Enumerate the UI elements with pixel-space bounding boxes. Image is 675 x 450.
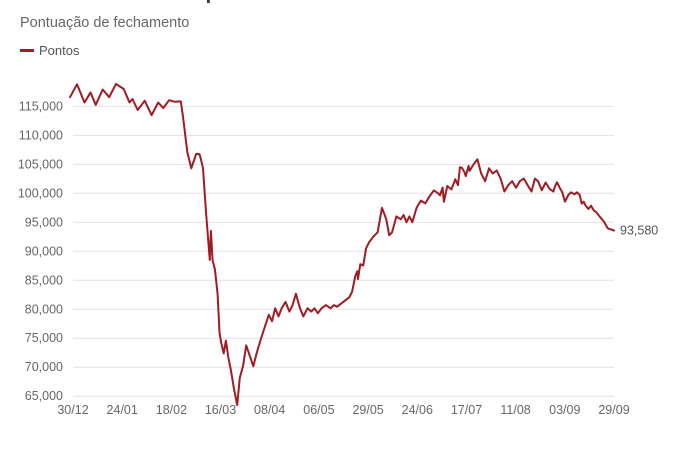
svg-text:90,000: 90,000 xyxy=(25,244,63,258)
svg-text:93,580: 93,580 xyxy=(620,224,658,238)
svg-text:105,000: 105,000 xyxy=(18,157,63,171)
svg-text:24/01: 24/01 xyxy=(107,403,138,417)
svg-text:24/06: 24/06 xyxy=(402,403,433,417)
svg-text:70,000: 70,000 xyxy=(25,360,63,374)
svg-text:100,000: 100,000 xyxy=(18,186,63,200)
svg-text:115,000: 115,000 xyxy=(19,99,63,113)
svg-text:11/08: 11/08 xyxy=(500,403,530,417)
svg-text:03/09: 03/09 xyxy=(549,403,580,417)
svg-text:30/12: 30/12 xyxy=(57,403,88,417)
svg-text:06/05: 06/05 xyxy=(303,403,334,417)
svg-text:08/04: 08/04 xyxy=(254,403,285,417)
svg-text:110,000: 110,000 xyxy=(19,128,63,142)
svg-text:29/09: 29/09 xyxy=(598,403,629,417)
svg-text:18/02: 18/02 xyxy=(156,403,187,417)
svg-text:80,000: 80,000 xyxy=(25,302,63,316)
svg-text:16/03: 16/03 xyxy=(205,403,236,417)
svg-text:75,000: 75,000 xyxy=(25,331,63,345)
svg-text:17/07: 17/07 xyxy=(451,403,482,417)
svg-text:85,000: 85,000 xyxy=(25,273,63,287)
svg-text:29/05: 29/05 xyxy=(352,403,383,417)
svg-text:95,000: 95,000 xyxy=(25,215,63,229)
svg-text:65,000: 65,000 xyxy=(25,389,63,403)
